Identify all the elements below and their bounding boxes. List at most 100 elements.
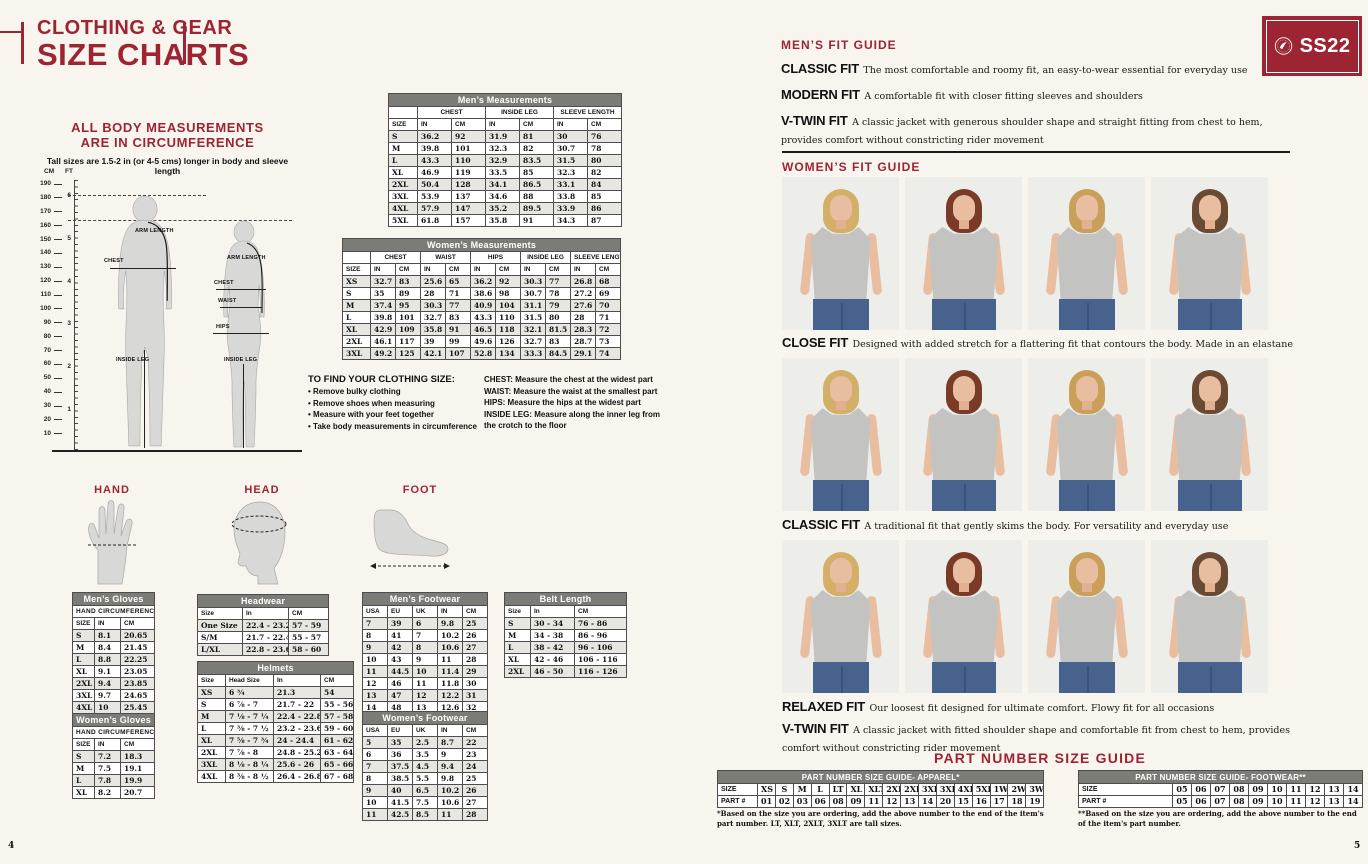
row-label: SIZE [717, 783, 758, 796]
model-neck [1081, 401, 1092, 410]
cell: 48 [387, 701, 413, 714]
cell: 21.7 - 22.4 [242, 631, 289, 644]
cell: 38 - 42 [530, 641, 575, 654]
table-row: 9 42 8 10.6 27 [362, 641, 489, 654]
fit-label: MODERN FIT [781, 87, 860, 102]
cell: 1W [989, 783, 1009, 796]
cell: XL [846, 783, 866, 796]
definitions-list: CHEST: Measure the chest at the widest p… [484, 374, 668, 432]
cell: 30.7 [553, 142, 588, 155]
cell: IN [520, 263, 546, 276]
cell: 9.4 [437, 760, 463, 773]
cell: 180 [38, 194, 62, 202]
cell: 32.3 [485, 142, 520, 155]
page-title-line1: CLOTHING & GEAR [37, 17, 233, 39]
cell: 20.7 [119, 786, 156, 799]
cell: 116 - 126 [573, 665, 628, 678]
cell: IN [553, 118, 588, 131]
cell: USA [362, 724, 388, 737]
cell: 42.9 [370, 323, 396, 336]
cell: 26 [461, 784, 489, 797]
cell: 67 - 68 [319, 770, 355, 783]
cell: 24.65 [119, 689, 156, 702]
model-tank-top [1174, 590, 1245, 664]
cell: S/M [197, 631, 243, 644]
cell: 86.5 [519, 178, 554, 191]
table-title-row: Men’s Footwear [361, 592, 489, 606]
cell: 36.2 [417, 130, 452, 143]
cell: S [72, 750, 95, 763]
model-photo [782, 540, 899, 693]
table-title: Men’s Footwear [361, 592, 489, 606]
table-row: 3XL 49.2 125 42.1 107 52.8 134 33.3 84.5 29.1 74 [342, 347, 622, 360]
cell: 71 [445, 287, 471, 300]
model-neck [1081, 583, 1092, 592]
cell: 3XL [342, 347, 371, 360]
model-face [1198, 558, 1221, 585]
cell: CM [451, 118, 486, 131]
cell: 4XL [953, 783, 973, 796]
cell: 28 [420, 287, 446, 300]
cell: 40 [387, 784, 413, 797]
cell: 29.1 [570, 347, 596, 360]
cell: 83 [545, 335, 571, 348]
cell: XL [342, 323, 371, 336]
cell: 32.7 [520, 335, 546, 348]
male-chest-label: CHEST [104, 258, 124, 264]
fit-item-vtwin: V-TWIN FIT A classic jacket with generou… [781, 112, 1299, 148]
season-badge: SS22 [1262, 16, 1362, 76]
cell: In [242, 607, 289, 620]
cell: 30 - 34 [530, 617, 575, 630]
cell: 46.1 [370, 335, 396, 348]
cell: 3XL [388, 190, 418, 203]
cell: L [72, 653, 95, 666]
cell: 31.5 [553, 154, 588, 167]
cell: 21.7 - 22 [273, 698, 321, 711]
cell: 10 [1267, 795, 1287, 808]
male-arm-length-label: ARM LENGTH [135, 228, 174, 234]
page-title-line2: SIZE CHARTS [37, 37, 250, 72]
cell: CM [119, 738, 156, 751]
model-neck [1081, 220, 1092, 229]
cell: 7 [362, 617, 388, 630]
model-photo [1028, 540, 1145, 693]
cell: 39.8 [417, 142, 452, 155]
cell: SIZE [342, 263, 371, 276]
cell: 9 [412, 653, 438, 666]
fit-label: RELAXED FIT [782, 699, 866, 714]
table-row: 2XL 50.4 128 34.1 86.5 33.1 84 [388, 178, 623, 191]
sizing-instructions: TO FIND YOUR CLOTHING SIZE: Remove bulky… [308, 374, 486, 432]
table-row: M 34 - 38 86 - 96 [504, 629, 628, 642]
cell: 7.2 [94, 750, 121, 763]
cell: 5 [67, 234, 71, 242]
cell: 32 [461, 701, 489, 714]
cell: 40 [38, 388, 62, 396]
cell: 09 [846, 795, 866, 808]
cell: 18 [1007, 795, 1027, 808]
model-neck [835, 583, 846, 592]
cell: M [504, 629, 531, 642]
cell: 96 - 106 [573, 641, 628, 654]
fit-item-modern: MODERN FIT A comfortable fit with closer… [781, 86, 1299, 104]
cell: S [774, 783, 794, 796]
cell: 22.4 - 22.8 [273, 710, 321, 723]
cell: 2W [1007, 783, 1027, 796]
table-row: L 38 - 42 96 - 106 [504, 641, 628, 654]
model-neck [958, 220, 969, 229]
unit-header-row: Size In CM [197, 607, 330, 620]
cell: SIZE [72, 617, 95, 630]
cell: 137 [451, 190, 486, 203]
fit-description: A classic jacket with fitted shoulder sh… [782, 725, 1290, 754]
cell: IN [570, 263, 596, 276]
cell: 27.6 [570, 299, 596, 312]
cell: L/XL [197, 643, 243, 656]
model-neck [958, 401, 969, 410]
model-face [1198, 195, 1221, 222]
unit-header-row: SIZE IN CM [72, 738, 156, 751]
cell: 12 [882, 795, 902, 808]
table-title-row: Women’s Footwear [361, 711, 489, 725]
cell: CM [395, 263, 421, 276]
model-face [952, 558, 975, 585]
fit-description: A classic jacket with generous shoulder … [781, 117, 1263, 146]
table-title: Men’s Measurements [387, 93, 623, 107]
